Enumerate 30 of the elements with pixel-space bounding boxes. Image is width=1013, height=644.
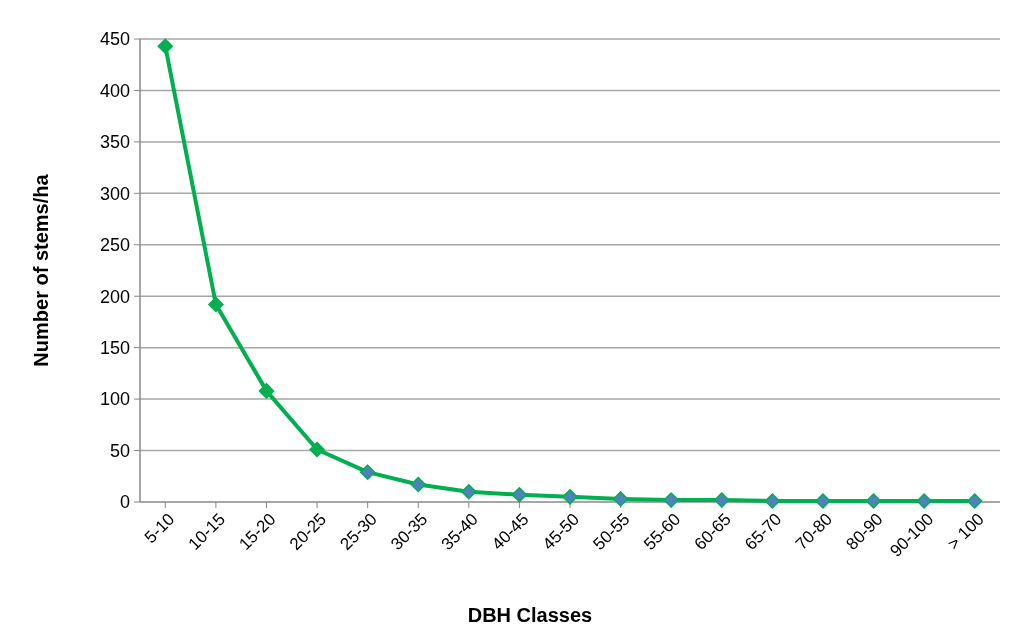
point — [966, 493, 983, 509]
point — [359, 464, 376, 480]
point — [764, 493, 781, 509]
point — [663, 492, 679, 508]
point — [157, 38, 174, 54]
point — [815, 493, 831, 509]
x-tick-label: > 100 — [943, 509, 988, 554]
point — [410, 476, 426, 493]
y-tick-label: 200 — [99, 286, 130, 307]
y-tick-label: 300 — [99, 183, 130, 204]
point — [714, 492, 730, 508]
y-tick-label: 350 — [99, 132, 130, 153]
y-tick-label: 450 — [99, 29, 130, 50]
point — [511, 487, 528, 503]
point — [208, 296, 224, 313]
point — [865, 493, 882, 509]
point — [916, 493, 932, 509]
point — [258, 383, 275, 399]
point — [562, 489, 578, 505]
point — [309, 441, 325, 458]
point — [612, 491, 629, 507]
y-tick-label: 400 — [99, 80, 130, 101]
y-tick-label: 0 — [119, 492, 130, 513]
y-tick-label: 250 — [99, 235, 130, 256]
x-axis-title: DBH Classes — [467, 604, 593, 626]
y-tick-label: 100 — [99, 389, 130, 410]
y-tick-label: 150 — [99, 337, 130, 358]
point — [461, 483, 477, 500]
y-tick-label: 50 — [109, 440, 130, 461]
y-axis-title: Number of stems/ha — [30, 173, 52, 367]
